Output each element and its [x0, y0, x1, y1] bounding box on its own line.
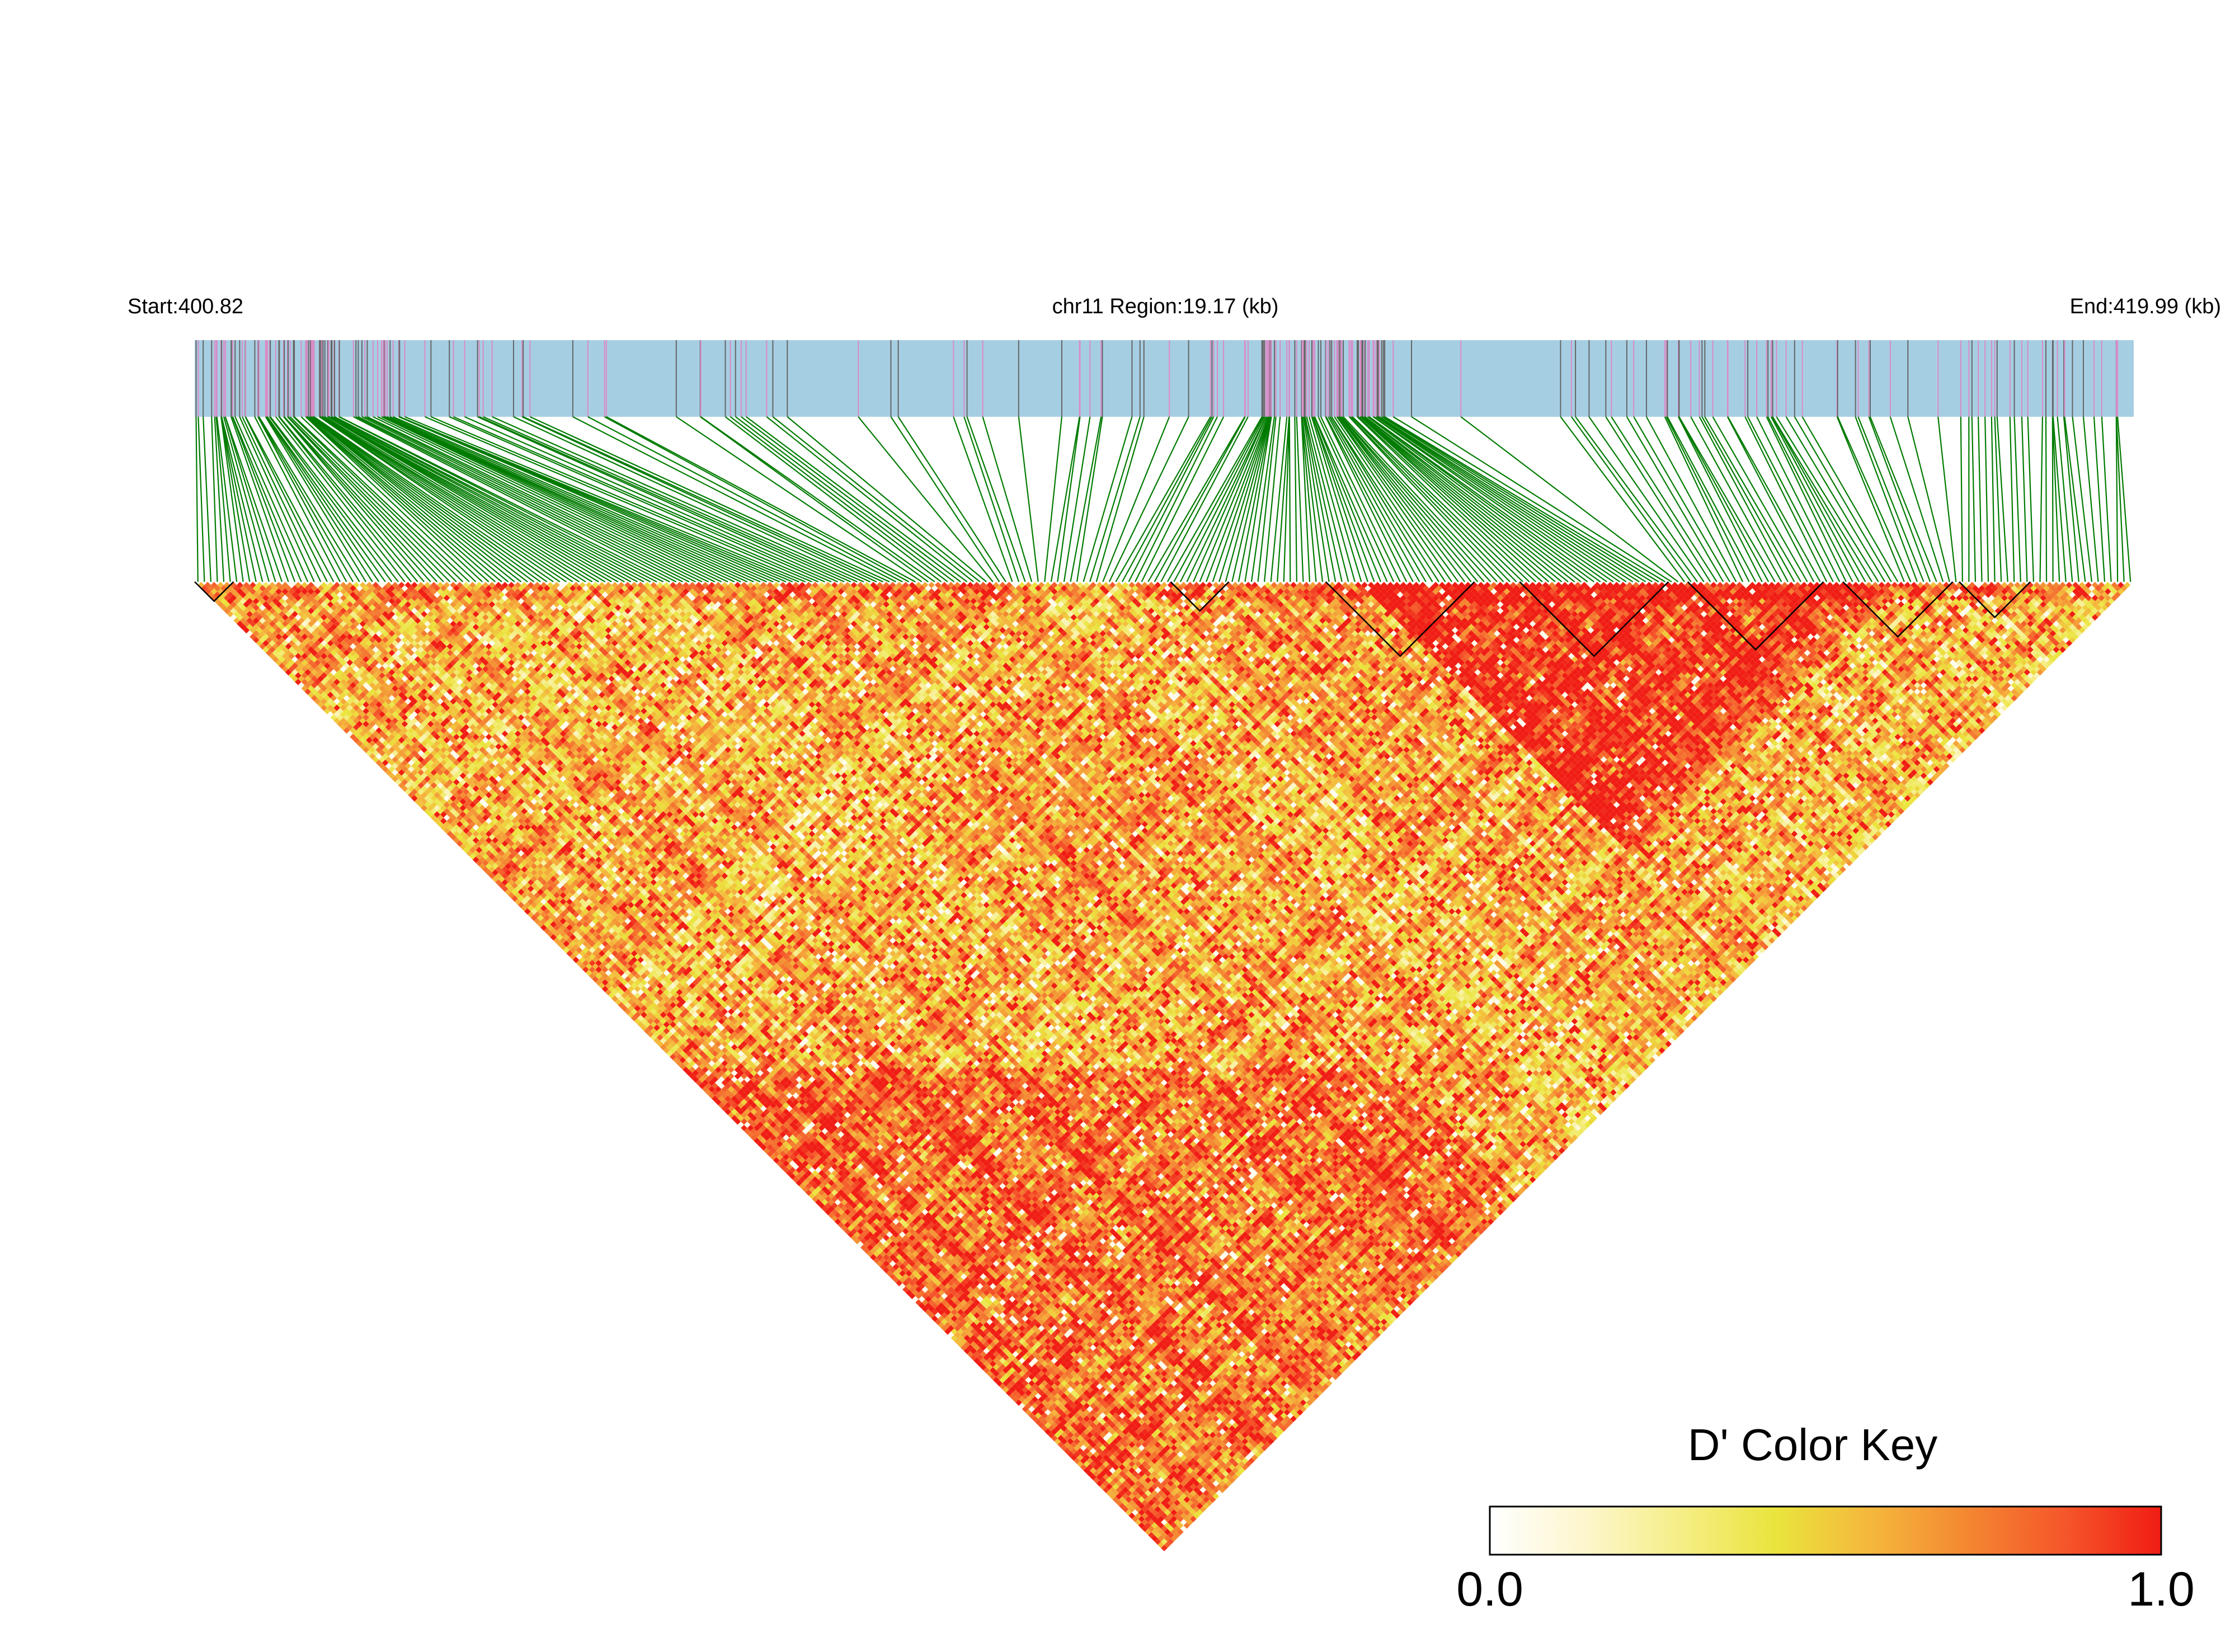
- snp-connector: [2040, 417, 2042, 582]
- snp-connector: [1961, 417, 1963, 582]
- snp-connector: [1795, 417, 1891, 582]
- snp-connector: [2010, 417, 2015, 582]
- snp-connector: [1995, 417, 2002, 582]
- snp-connector: [1560, 417, 1685, 582]
- snp-connector: [1155, 417, 1245, 582]
- snp-connector: [773, 417, 980, 582]
- snp-connector: [2022, 417, 2027, 582]
- snp-connector: [2053, 417, 2059, 582]
- snp-connector: [492, 417, 864, 582]
- snp-connector-lines: [196, 417, 2130, 582]
- ld-heatmap-cells: [198, 582, 2130, 1551]
- region-start-label: Start:400.82: [128, 295, 243, 318]
- snp-connector: [1174, 417, 1263, 582]
- snp-connector: [1978, 417, 1982, 582]
- snp-connector: [2028, 417, 2034, 582]
- snp-connector: [1972, 417, 1975, 582]
- snp-connector: [196, 417, 197, 582]
- snp-connector: [1044, 417, 1062, 582]
- snp-connector: [1606, 417, 1710, 582]
- snp-connector: [198, 417, 204, 582]
- snp-connector: [1985, 417, 1988, 582]
- snp-connector: [1627, 417, 1723, 582]
- snp-connector: [383, 417, 735, 582]
- snp-connector: [1856, 417, 1917, 582]
- snp-connector: [1384, 417, 1652, 582]
- snp-connector: [1679, 417, 1768, 582]
- snp-connector: [1295, 417, 1296, 582]
- snp-connector: [746, 417, 967, 582]
- snp-connector: [1097, 417, 1144, 582]
- snp-connector: [1938, 417, 1956, 582]
- snp-connector: [1611, 417, 1717, 582]
- snp-connector: [1362, 417, 1562, 582]
- snp-connector: [2015, 417, 2021, 582]
- snp-connector: [1997, 417, 2008, 582]
- snp-connector: [1084, 417, 1132, 582]
- snp-connector: [1870, 417, 1937, 582]
- snp-connector: [2118, 417, 2130, 582]
- snp-connector: [399, 417, 799, 582]
- snp-connector: [1128, 417, 1213, 582]
- snp-connector: [1364, 417, 1575, 582]
- snp-connector: [203, 417, 211, 582]
- snp-position-track: [195, 340, 2134, 417]
- snp-connector: [1369, 417, 1601, 582]
- snp-connector: [1773, 417, 1872, 582]
- snp-connector: [967, 417, 1025, 582]
- region-title-label: chr11 Region:19.17 (kb): [1052, 295, 1279, 318]
- snp-connector: [1142, 417, 1224, 582]
- snp-connector: [1803, 417, 1898, 582]
- snp-connector: [1992, 417, 1995, 582]
- snp-connector: [1077, 417, 1102, 582]
- snp-connector: [1200, 417, 1268, 582]
- snp-connector: [2064, 417, 2079, 582]
- snp-connector: [425, 417, 812, 582]
- snp-connector: [1090, 417, 1140, 582]
- snp-connector: [676, 417, 922, 582]
- snp-connector: [1019, 417, 1038, 582]
- snp-connector: [221, 417, 250, 582]
- region-end-label: End:419.99 (kb): [2070, 295, 2221, 318]
- snp-connector: [1890, 417, 1943, 582]
